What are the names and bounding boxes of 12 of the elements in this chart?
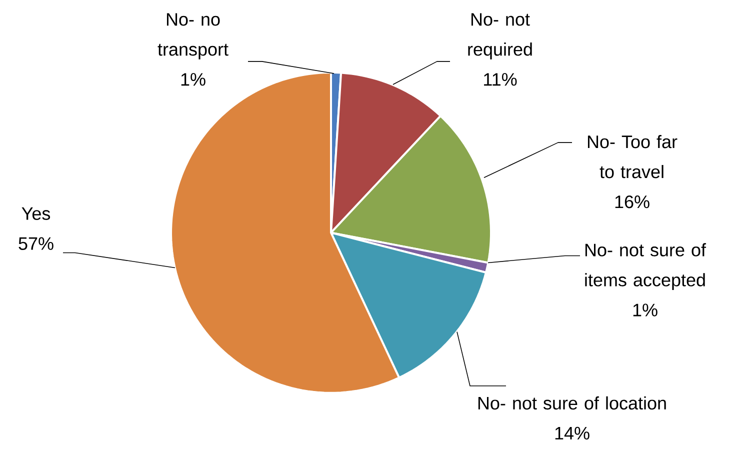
data-label: 1% [633, 304, 658, 316]
data-label: 1% [181, 73, 206, 86]
data-label: 16% [615, 195, 650, 208]
slice-label: No- no transport [158, 13, 228, 60]
slice-label: No- Too far to travel [588, 135, 678, 178]
slice-label: No- not required [468, 13, 532, 60]
data-label: 57% [18, 237, 54, 250]
data-label: 14% [555, 426, 590, 440]
data-label: 11% [484, 73, 517, 86]
slice-label: No- not sure of location [478, 396, 666, 410]
slice-label: No- not sure of items accepted [585, 243, 706, 290]
slice-label: Yes [22, 207, 50, 220]
